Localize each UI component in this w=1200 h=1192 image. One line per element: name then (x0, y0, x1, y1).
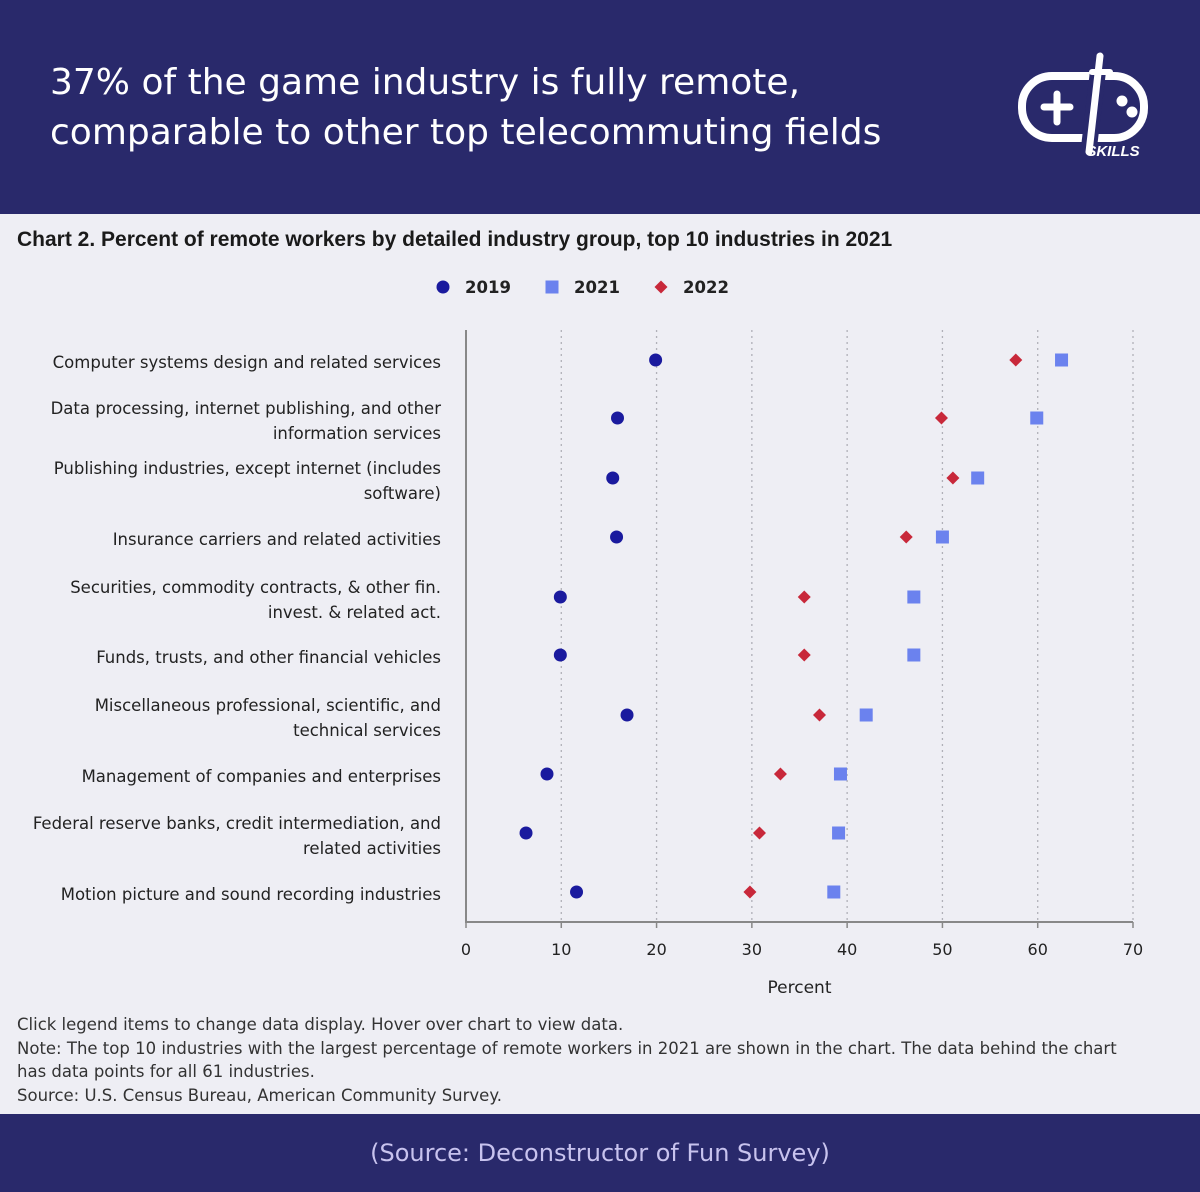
category-label: Miscellaneous professional, scientific, … (95, 696, 441, 715)
point-2021[interactable] (833, 767, 847, 781)
point-2019[interactable] (570, 885, 584, 899)
legend-marker-2021[interactable] (545, 280, 559, 294)
point-2022[interactable] (752, 826, 766, 840)
headline-line-2: comparable to other top telecommuting fi… (50, 112, 882, 153)
headline: 37% of the game industry is fully remote… (50, 58, 990, 158)
point-2019[interactable] (540, 767, 554, 781)
x-tick-label: 30 (742, 940, 762, 959)
point-2019[interactable] (606, 471, 620, 485)
gd-skills-logo: SKILLS (1018, 52, 1148, 160)
header-banner: 37% of the game industry is fully remote… (0, 0, 1200, 214)
category-label: Securities, commodity contracts, & other… (70, 578, 441, 597)
point-2019[interactable] (553, 590, 567, 604)
point-2022[interactable] (946, 471, 960, 485)
x-tick-label: 10 (551, 940, 571, 959)
category-label: Funds, trusts, and other financial vehic… (96, 648, 441, 667)
legend-label-2022[interactable]: 2022 (683, 278, 729, 297)
category-label: Publishing industries, except internet (… (54, 459, 441, 478)
category-label: related activities (303, 839, 441, 858)
point-2019[interactable] (553, 648, 567, 662)
point-2022[interactable] (743, 885, 757, 899)
point-2021[interactable] (832, 826, 846, 840)
x-tick-label: 70 (1123, 940, 1143, 959)
point-2022[interactable] (813, 708, 827, 722)
category-label: technical services (293, 721, 441, 740)
point-2021[interactable] (907, 590, 921, 604)
point-2021[interactable] (1055, 353, 1069, 367)
footer-banner: (Source: Deconstructor of Fun Survey) (0, 1114, 1200, 1192)
point-2021[interactable] (1030, 411, 1044, 425)
x-tick-label: 40 (837, 940, 857, 959)
point-2022[interactable] (1009, 353, 1023, 367)
point-2019[interactable] (611, 411, 625, 425)
scatter-plot[interactable]: 0 10 20 30 40 50 60 70 Percent Computer systems d… (0, 260, 1200, 1010)
x-tick-label: 60 (1028, 940, 1048, 959)
chart-title: Chart 2. Percent of remote workers by de… (17, 228, 893, 251)
point-2019[interactable] (649, 353, 663, 367)
chart-notes: Click legend items to change data displa… (17, 1013, 1147, 1107)
point-2021[interactable] (859, 708, 873, 722)
point-2022[interactable] (797, 590, 811, 604)
x-tick-label: 20 (646, 940, 666, 959)
category-label: Data processing, internet publishing, an… (51, 399, 442, 418)
legend-marker-2019[interactable] (436, 280, 450, 294)
category-label: Management of companies and enterprises (82, 767, 441, 786)
point-2021[interactable] (971, 471, 985, 485)
logo-text: SKILLS (1086, 143, 1139, 160)
point-2021[interactable] (827, 885, 841, 899)
point-2022[interactable] (797, 648, 811, 662)
legend-label-2021[interactable]: 2021 (574, 278, 620, 297)
legend-label-2019[interactable]: 2019 (465, 278, 511, 297)
legend-marker-2022[interactable] (654, 280, 668, 294)
point-2022[interactable] (934, 411, 948, 425)
note-interaction: Click legend items to change data displa… (17, 1015, 624, 1034)
point-2021[interactable] (907, 648, 921, 662)
point-2019[interactable] (519, 826, 533, 840)
headline-line-1: 37% of the game industry is fully remote… (50, 62, 801, 103)
point-2019[interactable] (620, 708, 634, 722)
point-2022[interactable] (899, 530, 913, 544)
category-label: Computer systems design and related serv… (53, 353, 441, 372)
category-label: software) (364, 484, 441, 503)
category-label: Federal reserve banks, credit intermedia… (33, 814, 441, 833)
note-description: Note: The top 10 industries with the lar… (17, 1038, 1117, 1082)
note-source: Source: U.S. Census Bureau, American Com… (17, 1085, 502, 1105)
point-2022[interactable] (773, 767, 787, 781)
x-axis-label: Percent (768, 978, 832, 998)
category-label: Insurance carriers and related activitie… (113, 530, 441, 549)
footer-source: (Source: Deconstructor of Fun Survey) (370, 1139, 830, 1167)
category-label: Motion picture and sound recording indus… (61, 885, 441, 904)
x-tick-label: 50 (932, 940, 952, 959)
category-label: invest. & related act. (268, 603, 441, 622)
x-tick-label: 0 (461, 940, 471, 959)
point-2019[interactable] (610, 530, 624, 544)
category-label: information services (273, 424, 441, 443)
point-2021[interactable] (935, 530, 949, 544)
